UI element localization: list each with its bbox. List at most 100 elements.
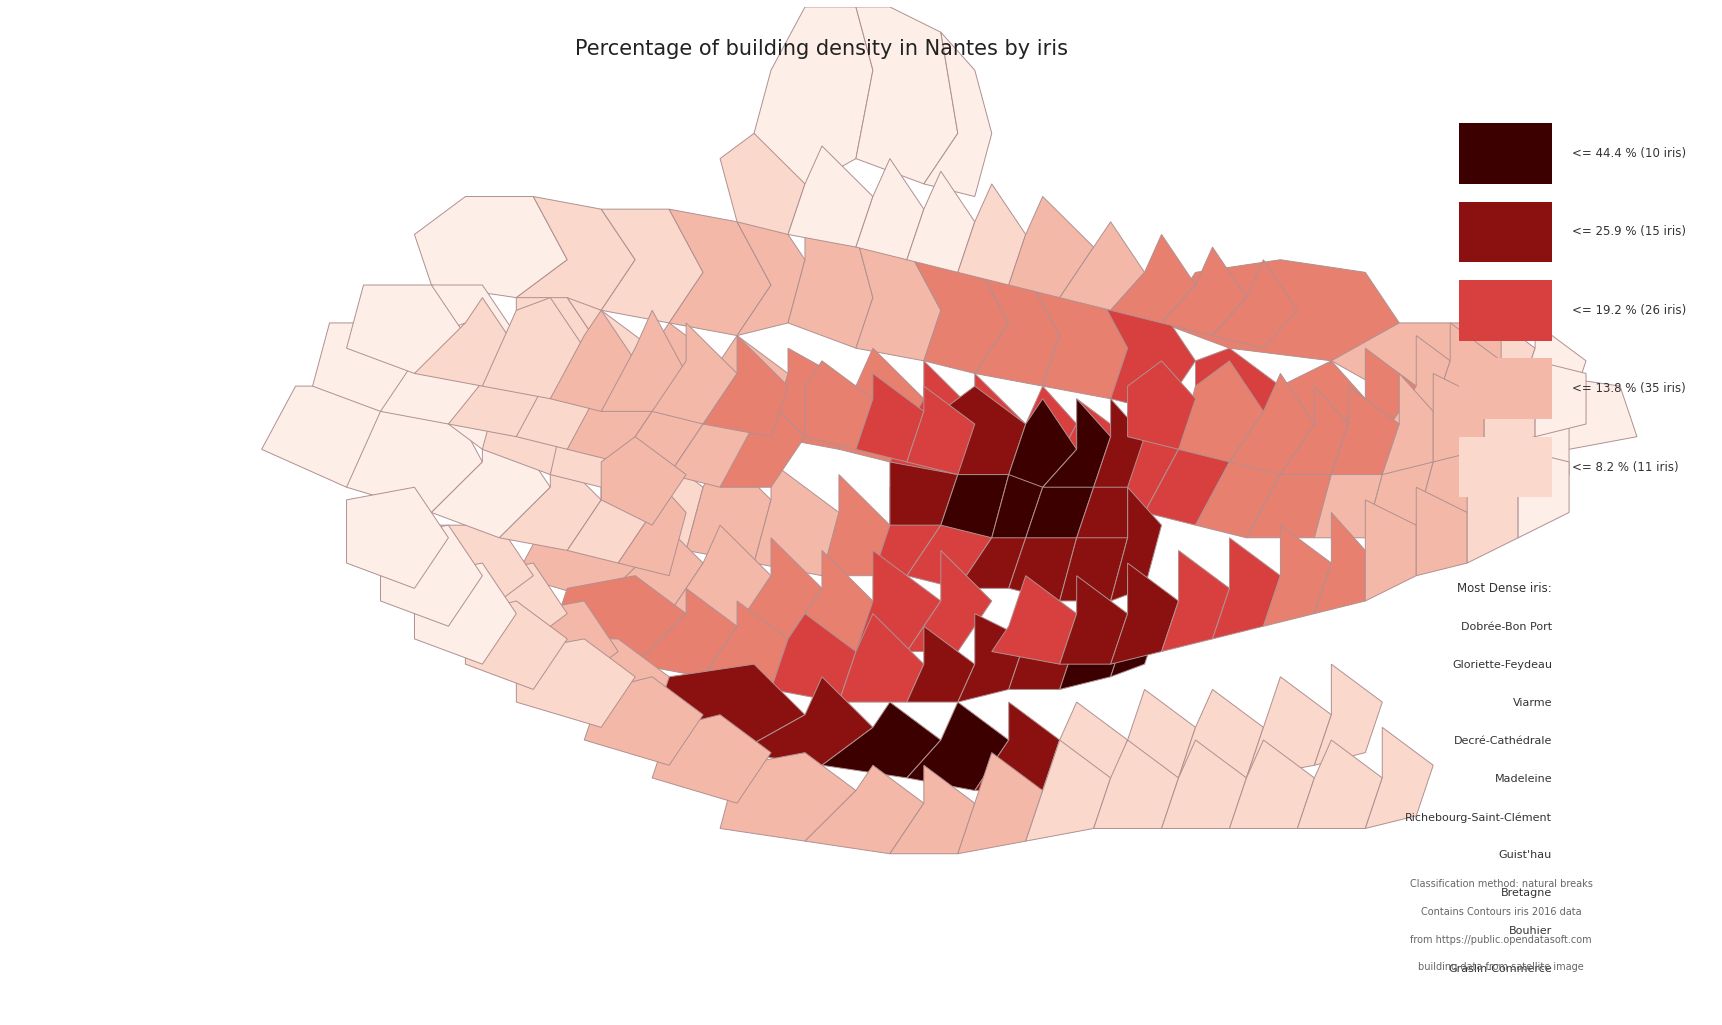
- Polygon shape: [975, 702, 1059, 790]
- Polygon shape: [789, 550, 873, 652]
- Polygon shape: [551, 639, 670, 728]
- Polygon shape: [703, 601, 789, 690]
- Polygon shape: [618, 373, 703, 475]
- Polygon shape: [907, 550, 992, 652]
- Polygon shape: [1433, 323, 1502, 411]
- Text: from https://public.opendatasoft.com: from https://public.opendatasoft.com: [1410, 935, 1591, 945]
- Polygon shape: [1314, 664, 1383, 766]
- Text: Guist'hau: Guist'hau: [1498, 850, 1552, 860]
- Polygon shape: [1059, 500, 1128, 601]
- Polygon shape: [1111, 690, 1195, 790]
- Polygon shape: [1093, 740, 1178, 828]
- Polygon shape: [1026, 449, 1093, 538]
- Polygon shape: [703, 335, 789, 437]
- Polygon shape: [567, 297, 653, 411]
- Polygon shape: [517, 500, 653, 601]
- Bar: [1459, 123, 1552, 183]
- Polygon shape: [1178, 361, 1264, 462]
- Polygon shape: [1009, 500, 1076, 601]
- Polygon shape: [957, 183, 1026, 285]
- Polygon shape: [1519, 449, 1569, 538]
- Polygon shape: [1162, 550, 1230, 652]
- Polygon shape: [839, 614, 923, 702]
- Polygon shape: [482, 297, 584, 399]
- Polygon shape: [890, 361, 975, 475]
- Polygon shape: [465, 601, 567, 690]
- Polygon shape: [907, 702, 1009, 790]
- Polygon shape: [432, 361, 534, 449]
- Polygon shape: [1111, 563, 1178, 664]
- Polygon shape: [618, 475, 685, 576]
- Polygon shape: [737, 676, 873, 766]
- Polygon shape: [1281, 386, 1348, 475]
- Polygon shape: [771, 614, 856, 702]
- Polygon shape: [1009, 601, 1076, 690]
- Text: Contains Contours iris 2016 data: Contains Contours iris 2016 data: [1421, 907, 1581, 916]
- Polygon shape: [1162, 247, 1247, 335]
- Polygon shape: [907, 247, 1009, 373]
- Polygon shape: [856, 7, 957, 183]
- Polygon shape: [381, 323, 499, 424]
- Polygon shape: [1331, 386, 1400, 475]
- Polygon shape: [567, 361, 653, 462]
- Polygon shape: [1366, 500, 1415, 601]
- Polygon shape: [601, 437, 685, 525]
- Text: Percentage of building density in Nantes by iris: Percentage of building density in Nantes…: [575, 39, 1068, 58]
- Polygon shape: [670, 209, 771, 335]
- Polygon shape: [1264, 525, 1331, 626]
- Polygon shape: [1059, 601, 1128, 690]
- Polygon shape: [907, 171, 975, 273]
- Polygon shape: [1366, 437, 1433, 538]
- Polygon shape: [432, 525, 534, 614]
- Polygon shape: [1195, 348, 1281, 437]
- Polygon shape: [1281, 361, 1366, 437]
- Polygon shape: [957, 614, 1026, 702]
- Polygon shape: [448, 335, 551, 437]
- Polygon shape: [907, 626, 975, 702]
- Polygon shape: [670, 525, 771, 626]
- Polygon shape: [1093, 285, 1195, 411]
- Polygon shape: [517, 639, 635, 728]
- Polygon shape: [601, 512, 703, 614]
- Polygon shape: [398, 285, 517, 386]
- Polygon shape: [923, 32, 992, 197]
- Polygon shape: [567, 462, 653, 563]
- Polygon shape: [517, 348, 601, 449]
- Polygon shape: [1044, 702, 1128, 790]
- Polygon shape: [975, 259, 1059, 386]
- Polygon shape: [907, 386, 975, 475]
- Polygon shape: [1009, 399, 1076, 487]
- Polygon shape: [1059, 576, 1128, 664]
- Bar: [1459, 202, 1552, 262]
- Text: building data from satellite image: building data from satellite image: [1419, 962, 1584, 973]
- Text: Bretagne: Bretagne: [1502, 888, 1552, 898]
- Polygon shape: [821, 475, 890, 576]
- Polygon shape: [720, 386, 804, 487]
- Polygon shape: [1044, 399, 1111, 487]
- Polygon shape: [821, 702, 940, 778]
- Polygon shape: [737, 538, 821, 639]
- Polygon shape: [1534, 361, 1586, 437]
- Polygon shape: [1366, 728, 1433, 828]
- Polygon shape: [940, 373, 1026, 475]
- Bar: [1459, 280, 1552, 340]
- Polygon shape: [856, 159, 923, 259]
- Text: Richebourg-Saint-Clément: Richebourg-Saint-Clément: [1405, 812, 1552, 822]
- Polygon shape: [1093, 411, 1178, 512]
- Polygon shape: [499, 449, 601, 550]
- Text: Viarme: Viarme: [1512, 698, 1552, 708]
- Polygon shape: [381, 525, 482, 626]
- Polygon shape: [313, 323, 432, 411]
- Text: <= 19.2 % (26 iris): <= 19.2 % (26 iris): [1572, 303, 1688, 317]
- Polygon shape: [1009, 197, 1093, 297]
- Polygon shape: [907, 500, 992, 588]
- Polygon shape: [601, 449, 703, 550]
- Polygon shape: [448, 563, 567, 652]
- Polygon shape: [1297, 740, 1383, 828]
- Polygon shape: [720, 133, 804, 235]
- Polygon shape: [789, 146, 873, 247]
- Polygon shape: [415, 563, 517, 664]
- Polygon shape: [1111, 487, 1162, 601]
- Polygon shape: [1230, 373, 1314, 475]
- Polygon shape: [957, 500, 1026, 588]
